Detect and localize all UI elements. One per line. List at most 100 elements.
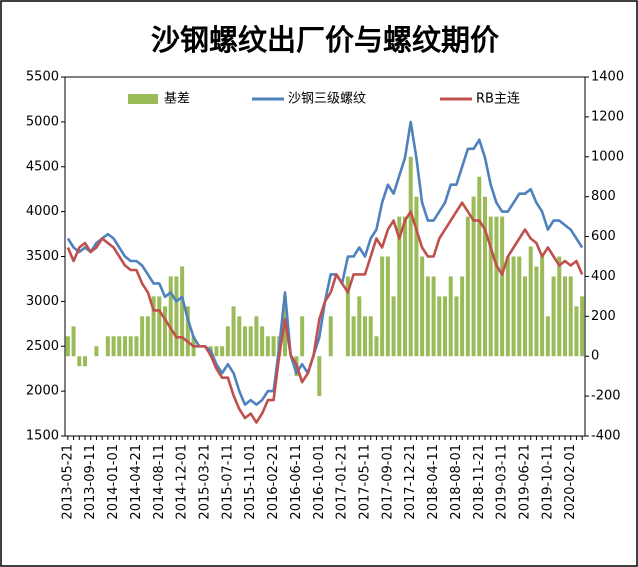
bar — [248, 326, 253, 357]
bar — [174, 276, 179, 357]
legend-swatch — [128, 94, 158, 104]
y2-tick-label: 600 — [591, 229, 616, 244]
bar — [243, 326, 247, 357]
bar — [71, 326, 76, 357]
bar — [105, 336, 110, 357]
bar — [271, 336, 276, 357]
bar — [431, 276, 436, 357]
y2-tick-label: 1000 — [591, 149, 624, 164]
bar — [94, 346, 99, 357]
bar — [77, 356, 82, 367]
x-tick-label: 2019-10-11 — [540, 444, 555, 520]
bar — [465, 216, 470, 357]
bar — [180, 266, 185, 357]
x-tick-label: 2013-05-21 — [60, 444, 75, 520]
x-tick-label: 2014-01-01 — [106, 444, 121, 520]
y-tick-label: 3500 — [26, 249, 59, 264]
bar — [443, 296, 447, 357]
bar — [134, 336, 139, 357]
bar — [483, 196, 487, 357]
bar — [231, 306, 236, 357]
bar — [517, 256, 522, 357]
bar — [65, 336, 70, 357]
x-tick-label: 2013-09-11 — [83, 444, 98, 520]
y-tick-label: 5500 — [26, 70, 59, 85]
x-tick-label: 2019-03-11 — [495, 444, 510, 520]
y-tick-label: 1500 — [26, 429, 59, 444]
x-tick-label: 2014-04-21 — [129, 444, 144, 520]
bar — [454, 296, 459, 357]
bar — [128, 336, 133, 357]
y-tick-label: 4000 — [26, 204, 59, 219]
bar — [140, 316, 145, 357]
bar — [500, 216, 505, 357]
bar — [460, 276, 465, 357]
bar — [351, 316, 356, 357]
bar — [357, 296, 362, 357]
bar — [163, 306, 167, 357]
bar — [254, 316, 259, 357]
x-tick-label: 2016-02-21 — [266, 444, 281, 520]
x-tick-label: 2015-11-01 — [243, 444, 258, 520]
bar — [505, 256, 510, 357]
bar — [260, 326, 265, 357]
bar — [545, 316, 550, 357]
y-tick-label: 2000 — [26, 384, 59, 399]
bar — [477, 176, 482, 357]
bar — [488, 216, 493, 357]
bar — [568, 276, 573, 357]
bar — [511, 256, 516, 357]
y2-tick-label: 1200 — [591, 109, 624, 124]
bar — [397, 216, 402, 357]
bar — [300, 316, 305, 357]
bar — [385, 256, 390, 357]
bar — [374, 336, 379, 357]
bar — [328, 316, 333, 357]
bar — [563, 276, 567, 357]
y2-tick-label: 0 — [591, 349, 599, 364]
bar — [168, 276, 173, 357]
bar — [111, 336, 116, 357]
bar — [225, 326, 230, 357]
bar — [580, 296, 585, 357]
line — [66, 201, 584, 424]
x-tick-label: 2015-03-21 — [198, 444, 213, 520]
x-tick-label: 2017-05-11 — [358, 444, 373, 520]
bar — [83, 356, 87, 367]
bar — [551, 276, 556, 357]
x-tick-label: 2018-11-21 — [472, 444, 487, 520]
bar — [408, 156, 413, 357]
bar — [528, 246, 533, 357]
bar — [471, 196, 476, 357]
bar — [540, 256, 545, 357]
bar — [391, 296, 396, 357]
bar — [363, 316, 367, 357]
bar — [157, 296, 162, 357]
bar — [214, 346, 219, 357]
x-tick-label: 2016-06-11 — [289, 444, 304, 520]
bar — [414, 196, 419, 357]
bar — [185, 306, 190, 357]
bar — [557, 256, 562, 357]
legend-label: 基差 — [164, 92, 190, 107]
x-tick-label: 2014-08-11 — [152, 444, 167, 520]
legend-label: RB主连 — [476, 91, 520, 107]
x-tick-label: 2015-07-11 — [220, 444, 235, 520]
bar — [403, 216, 407, 357]
bar — [448, 276, 453, 357]
y2-tick-label: 1400 — [591, 70, 624, 85]
bar — [420, 256, 425, 357]
y2-tick-label: 800 — [591, 189, 616, 204]
bar — [380, 256, 385, 357]
bar — [151, 296, 156, 357]
x-tick-label: 2017-12-21 — [403, 444, 418, 520]
x-tick-label: 2018-04-11 — [426, 444, 441, 520]
x-tick-label: 2016-10-01 — [312, 444, 327, 520]
x-tick-label: 2018-08-01 — [449, 444, 464, 520]
y2-tick-label: 400 — [591, 269, 616, 284]
bar — [345, 276, 350, 357]
bar — [117, 336, 122, 357]
bar — [534, 266, 539, 357]
x-tick-label: 2019-06-21 — [518, 444, 533, 520]
